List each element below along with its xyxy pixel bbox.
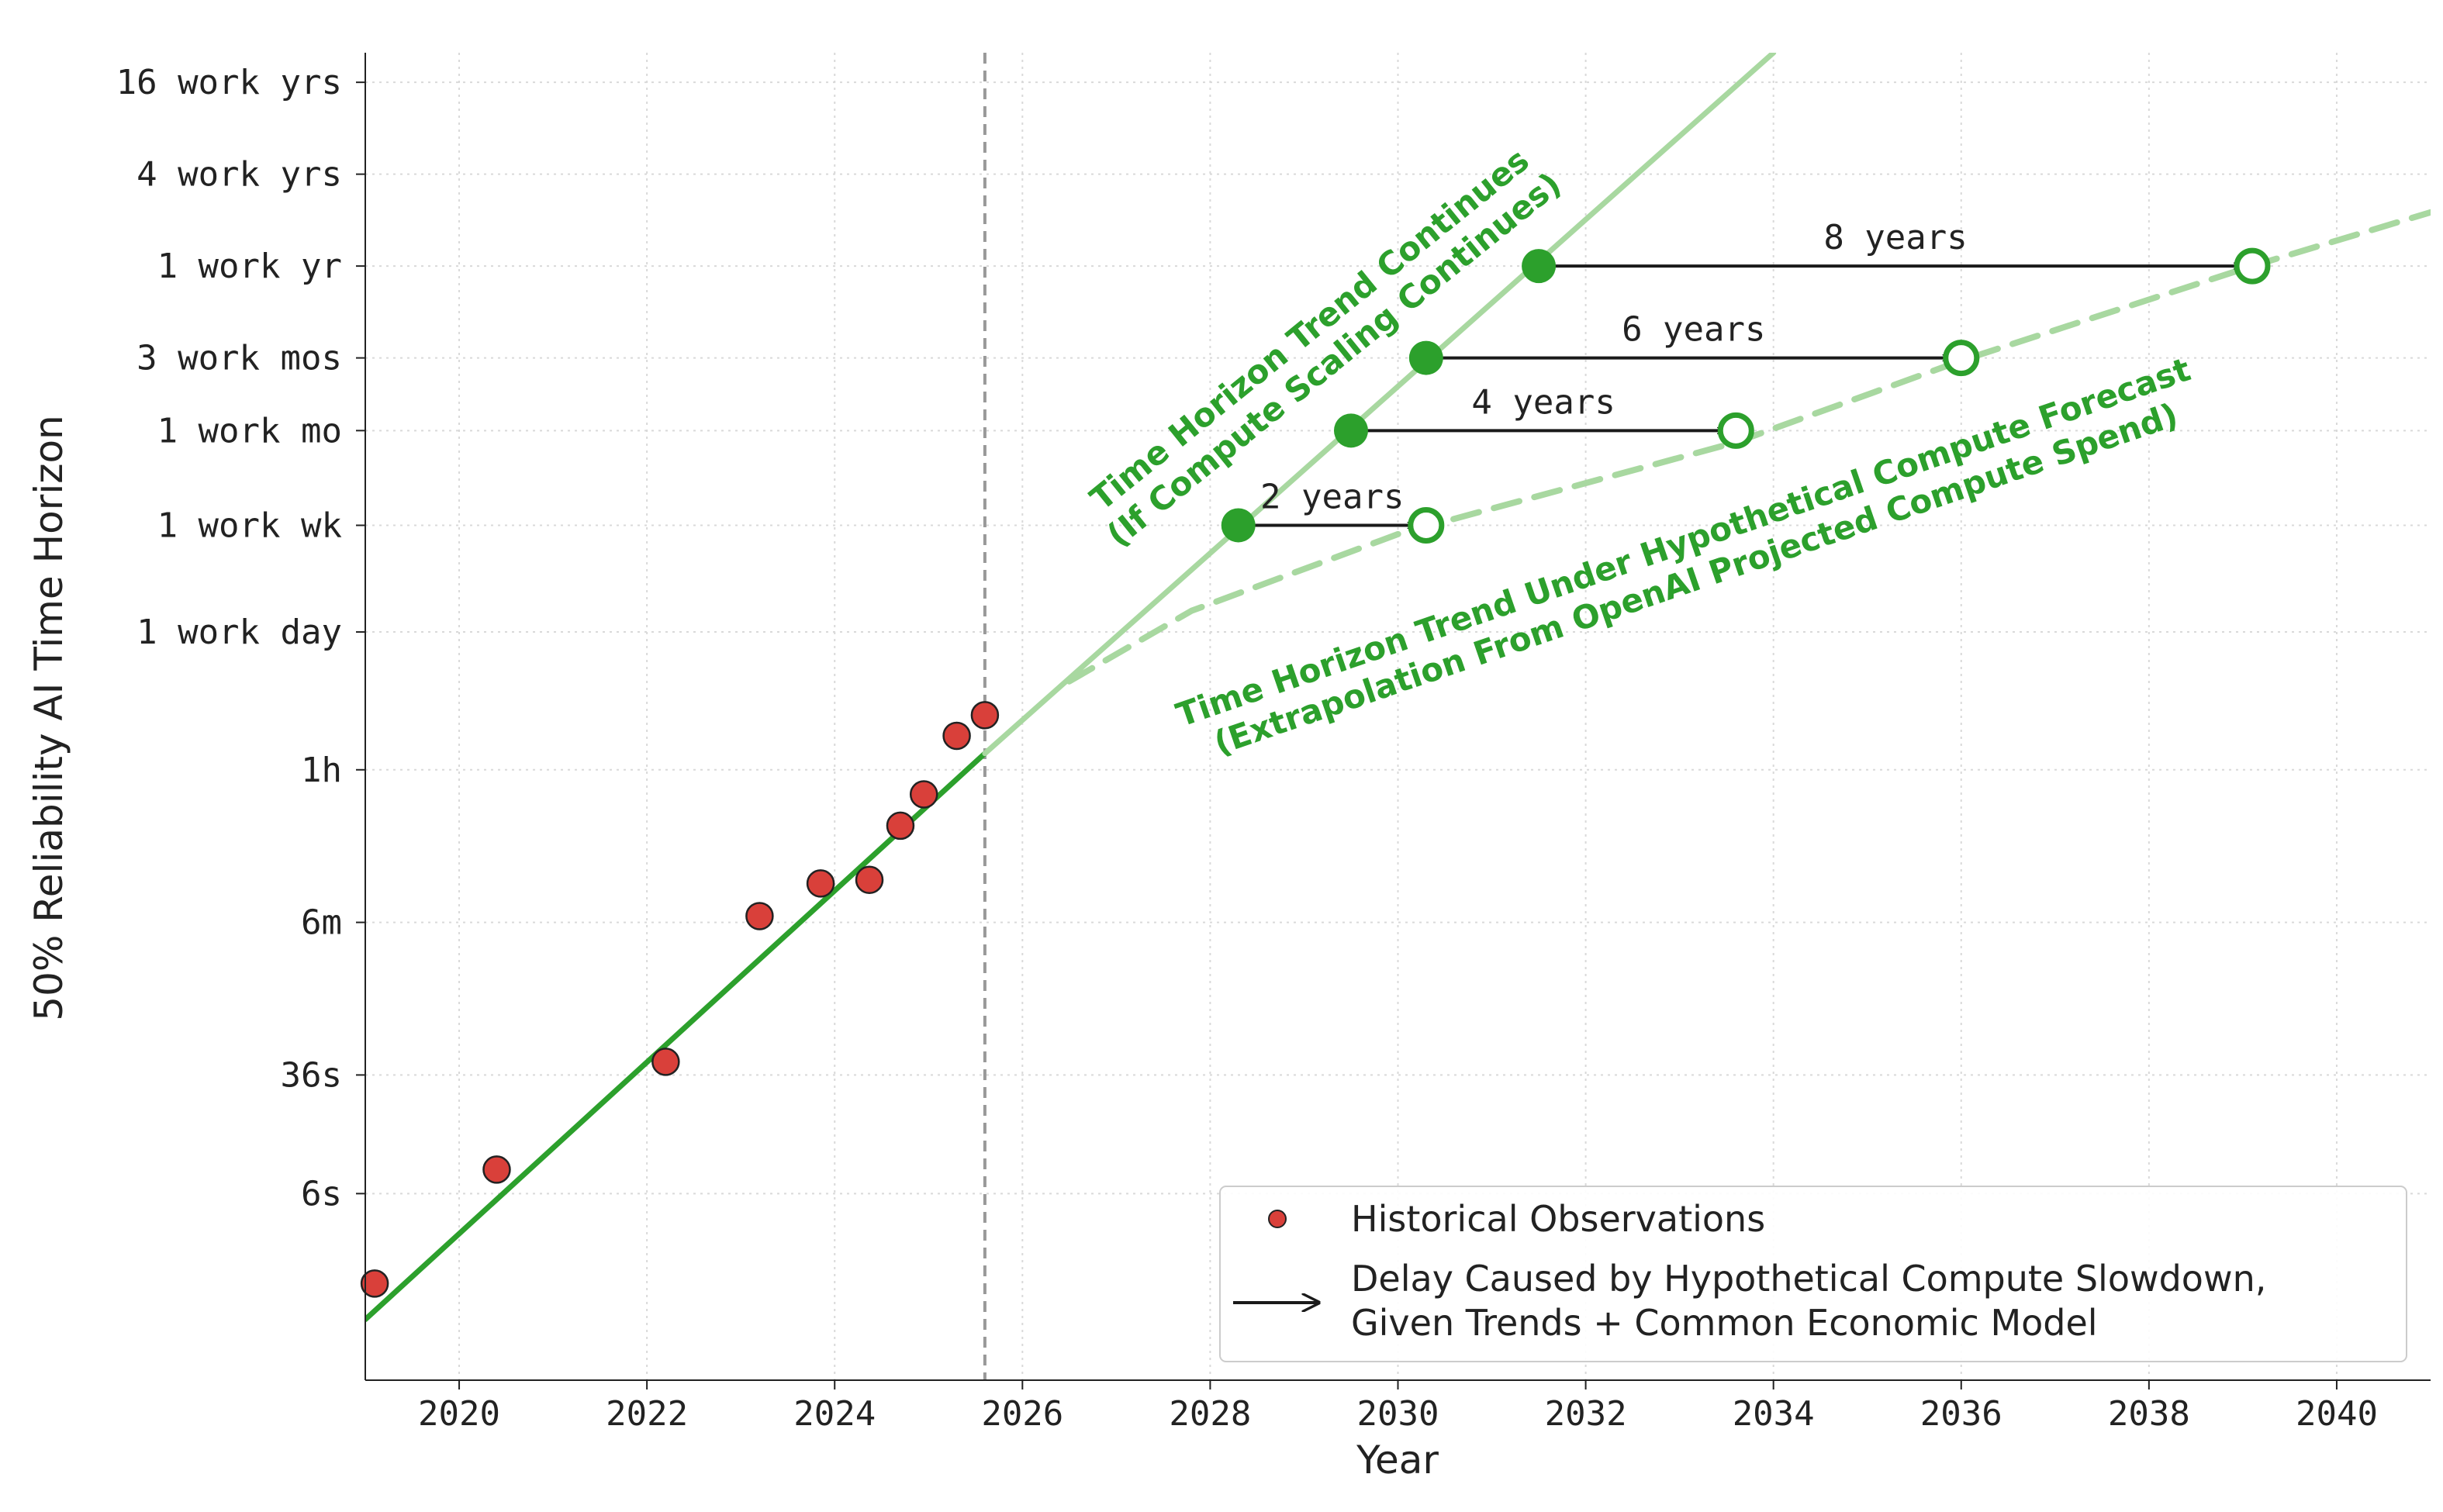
x-tick-label: 2038 xyxy=(2108,1394,2190,1434)
compute-forecast-annotation: Time Horizon Trend Under Hypothetical Co… xyxy=(1171,350,2195,762)
x-tick-label: 2026 xyxy=(981,1394,1063,1434)
y-tick-label: 6s xyxy=(301,1174,342,1213)
delay-label-0: 2 years xyxy=(1260,477,1404,516)
y-axis-ticks: 6s 36s 6m 1h 1 work day 1 work wk 1 work mo 3 w… xyxy=(116,63,365,1213)
trend-line-2 xyxy=(982,53,1777,757)
observation-point xyxy=(806,869,835,898)
legend-box xyxy=(1219,1186,2407,1362)
delay-start-point-2 xyxy=(1408,340,1443,375)
y-tick-label: 6m xyxy=(301,903,342,943)
observation-point xyxy=(855,865,884,894)
legend: Historical Observations Delay Caused by … xyxy=(1219,1186,2407,1362)
trend-line-3 xyxy=(1066,209,2431,685)
y-tick-label: 3 work mos xyxy=(136,339,342,378)
y-tick-label: 16 work yrs xyxy=(116,63,342,102)
delay-end-point-2 xyxy=(1943,340,1980,377)
x-tick-label: 2030 xyxy=(1357,1394,1439,1434)
compute-forecast-line1: Time Horizon Trend Under Hypothetical Co… xyxy=(1171,350,2195,734)
observation-point xyxy=(745,902,774,930)
observation-point xyxy=(482,1155,511,1184)
y-tick-label: 1h xyxy=(301,751,342,790)
x-tick-label: 2024 xyxy=(793,1394,876,1434)
y-tick-label: 1 work wk xyxy=(157,506,342,545)
delay-start-point-1 xyxy=(1333,413,1368,448)
delay-label-3: 8 years xyxy=(1823,218,1967,257)
legend-delay-label-line1: Delay Caused by Hypothetical Compute Slo… xyxy=(1351,1258,2266,1300)
x-tick-label: 2028 xyxy=(1169,1394,1251,1434)
observation-point xyxy=(909,780,938,809)
y-tick-label: 1 work day xyxy=(136,613,342,652)
x-axis-ticks: 2020 2022 2024 2026 2028 2030 2032 2034 2036 2038… xyxy=(418,1380,2378,1434)
x-tick-label: 2032 xyxy=(1545,1394,1627,1434)
delay-end-point-3 xyxy=(2234,247,2271,285)
delay-end-point-1 xyxy=(1717,412,1754,449)
y-tick-label: 36s xyxy=(281,1055,342,1095)
x-tick-label: 2022 xyxy=(606,1394,688,1434)
x-tick-label: 2040 xyxy=(2296,1394,2378,1434)
x-axis-label: Year xyxy=(1356,1438,1439,1483)
y-axis-label: 50% Reliability AI Time Horizon xyxy=(26,415,71,1020)
observation-point xyxy=(886,811,915,841)
trend-continues-line1: Time Horizon Trend Continues xyxy=(1083,141,1536,518)
x-tick-label: 2020 xyxy=(418,1394,500,1434)
y-tick-label: 4 work yrs xyxy=(136,155,342,195)
delay-end-point-0 xyxy=(1408,506,1445,544)
legend-observation-label: Historical Observations xyxy=(1351,1198,1765,1240)
delay-start-point-0 xyxy=(1221,508,1256,543)
observation-point xyxy=(942,721,971,751)
delay-start-point-3 xyxy=(1522,249,1557,284)
x-tick-label: 2034 xyxy=(1733,1394,1815,1434)
y-tick-label: 1 work yr xyxy=(157,247,342,286)
x-tick-label: 2036 xyxy=(1920,1394,2002,1434)
observation-point xyxy=(970,701,1000,730)
legend-observation-marker xyxy=(1268,1210,1287,1228)
historical-observations xyxy=(360,701,1000,1298)
y-tick-label: 1 work mo xyxy=(157,411,342,450)
delay-label-1: 4 years xyxy=(1471,382,1615,422)
observation-point xyxy=(651,1048,680,1076)
observation-point xyxy=(360,1269,389,1298)
trend-line-1 xyxy=(365,751,988,1323)
delay-label-2: 6 years xyxy=(1622,310,1765,350)
legend-delay-label-line2: Given Trends + Common Economic Model xyxy=(1351,1302,2098,1344)
